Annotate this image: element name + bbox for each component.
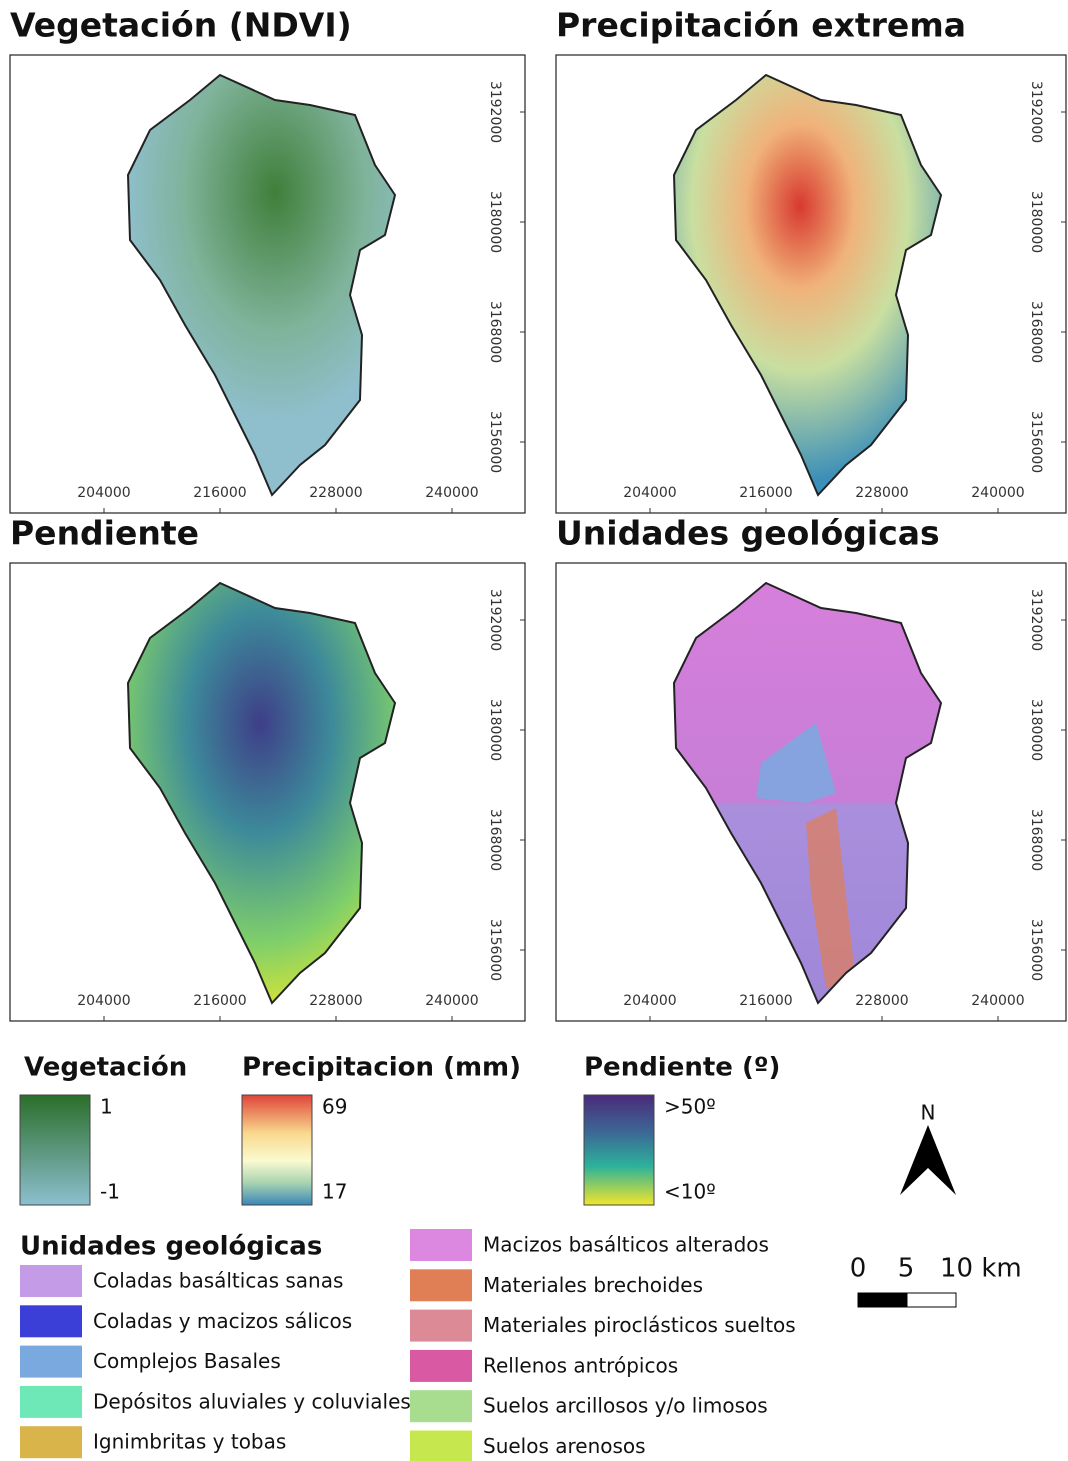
legend-title: Vegetación: [24, 1053, 187, 1083]
y-tick-label: 3192000: [1028, 81, 1044, 143]
x-tick-label: 228000: [309, 485, 362, 501]
legend-max: 1: [100, 1095, 113, 1119]
legend-label: Ignimbritas y tobas: [93, 1430, 286, 1454]
legend-min: <10º: [664, 1180, 716, 1204]
legend-max: 69: [322, 1095, 347, 1119]
map-panel: 204000 216000 228000 240000 3192000 3180000 31…: [556, 55, 1066, 513]
y-tick-label: 3180000: [487, 191, 503, 253]
legend-swatch: [20, 1386, 82, 1418]
scale-label: 5: [898, 1254, 915, 1284]
legend-swatch: [410, 1229, 472, 1261]
panel-title: Unidades geológicas: [556, 514, 940, 553]
legend-swatch: [410, 1431, 472, 1461]
y-tick-label: 3180000: [487, 699, 503, 761]
y-tick-label: 3168000: [1028, 301, 1044, 363]
legend-label: Materiales piroclásticos sueltos: [483, 1313, 796, 1337]
legend-max: >50º: [664, 1095, 716, 1119]
scale-bar: [858, 1293, 907, 1307]
x-tick-label: 204000: [623, 485, 676, 501]
x-tick-label: 228000: [855, 485, 908, 501]
y-tick-label: 3168000: [1028, 809, 1044, 871]
north-arrow: [900, 1125, 928, 1195]
x-tick-label: 228000: [309, 993, 362, 1009]
x-tick-label: 204000: [623, 993, 676, 1009]
x-tick-label: 240000: [425, 993, 478, 1009]
legend-label: Rellenos antrópicos: [483, 1353, 678, 1377]
y-tick-label: 3180000: [1028, 191, 1044, 253]
legend-min: 17: [322, 1180, 347, 1204]
legend-title: Pendiente (º): [584, 1053, 780, 1083]
y-tick-label: 3192000: [487, 589, 503, 651]
north-label: N: [921, 1101, 936, 1125]
x-tick-label: 216000: [739, 485, 792, 501]
scale-label: 0: [850, 1254, 867, 1284]
y-tick-label: 3156000: [487, 411, 503, 473]
panel-title: Vegetación (NDVI): [10, 6, 352, 45]
y-tick-label: 3168000: [487, 301, 503, 363]
legend-title: Precipitacion (mm): [242, 1053, 521, 1083]
scale-bar: [907, 1293, 956, 1307]
legend-ramp: [584, 1095, 654, 1205]
x-tick-label: 216000: [193, 993, 246, 1009]
y-tick-label: 3156000: [1028, 919, 1044, 981]
legend-ramp: [20, 1095, 90, 1205]
legend-label: Macizos basálticos alterados: [483, 1233, 769, 1257]
legend-label: Coladas basálticas sanas: [93, 1269, 343, 1293]
legend-swatch: [20, 1265, 82, 1297]
y-tick-label: 3168000: [487, 809, 503, 871]
legend-label: Suelos arenosos: [483, 1434, 646, 1458]
legend-label: Materiales brechoides: [483, 1273, 703, 1297]
y-tick-label: 3156000: [1028, 411, 1044, 473]
legend-label: Coladas y macizos sálicos: [93, 1309, 352, 1333]
figure: Vegetación (NDVI) 204000 216000 228000 24000…: [0, 0, 1068, 1461]
x-tick-label: 240000: [425, 485, 478, 501]
legend-label: Complejos Basales: [93, 1349, 281, 1373]
legend-swatch: [410, 1310, 472, 1342]
legend-swatch: [410, 1269, 472, 1301]
legend-ramp: [242, 1095, 312, 1205]
x-tick-label: 240000: [971, 993, 1024, 1009]
map-panel: 204000 216000 228000 240000 3192000 3180000 31…: [10, 55, 525, 513]
legend-min: -1: [100, 1180, 120, 1204]
panel-title: Precipitación extrema: [556, 6, 966, 45]
x-tick-label: 204000: [77, 993, 130, 1009]
legend-swatch: [20, 1305, 82, 1337]
legend-swatch: [410, 1350, 472, 1382]
map-panel: 204000 216000 228000 240000 3192000 3180000 31…: [10, 563, 525, 1021]
x-tick-label: 228000: [855, 993, 908, 1009]
legend-title: Unidades geológicas: [20, 1232, 322, 1262]
y-tick-label: 3192000: [1028, 589, 1044, 651]
panel-title: Pendiente: [10, 514, 199, 553]
map-panel: 204000 216000 228000 240000 3192000 3180000 31…: [556, 563, 1066, 1021]
north-arrow: [928, 1125, 956, 1195]
x-tick-label: 216000: [739, 993, 792, 1009]
y-tick-label: 3156000: [487, 919, 503, 981]
scale-label: 10 km: [940, 1254, 1022, 1284]
x-tick-label: 240000: [971, 485, 1024, 501]
legend-swatch: [410, 1390, 472, 1422]
y-tick-label: 3192000: [487, 81, 503, 143]
y-tick-label: 3180000: [1028, 699, 1044, 761]
legend-label: Suelos arcillosos y/o limosos: [483, 1394, 768, 1418]
legend-swatch: [20, 1346, 82, 1378]
x-tick-label: 204000: [77, 485, 130, 501]
legend-swatch: [20, 1426, 82, 1458]
legend-label: Depósitos aluviales y coluviales: [93, 1389, 411, 1413]
x-tick-label: 216000: [193, 485, 246, 501]
